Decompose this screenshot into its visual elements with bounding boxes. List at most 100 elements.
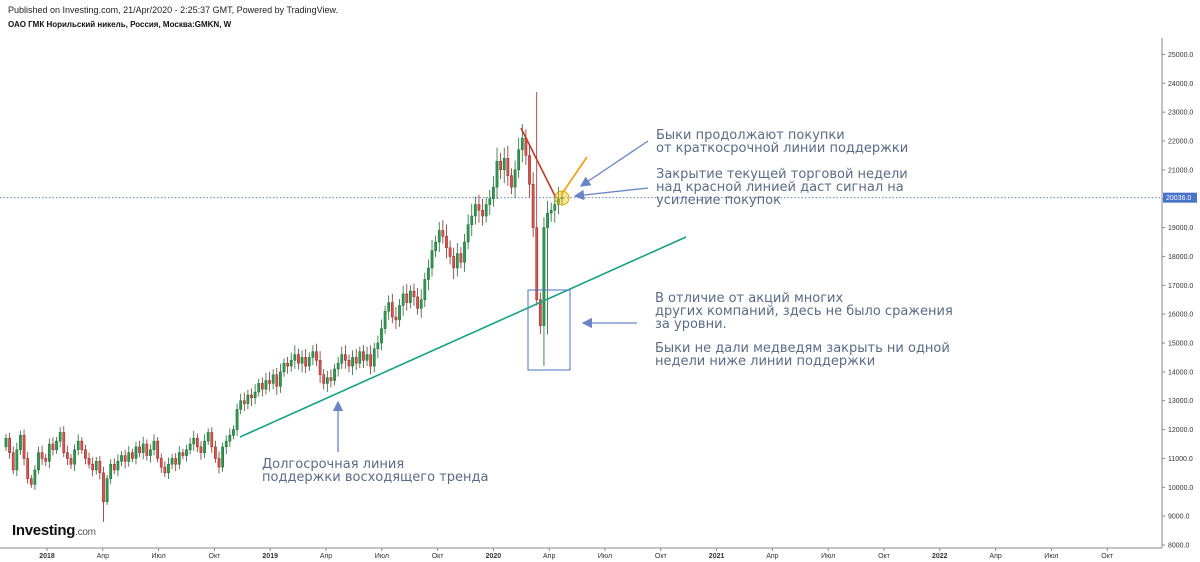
candle-body xyxy=(463,241,466,263)
candle-body xyxy=(264,380,268,390)
candle-body xyxy=(94,461,98,471)
candle-body xyxy=(134,446,138,459)
candle-body xyxy=(87,458,91,465)
candle-body xyxy=(329,377,333,381)
candle-body xyxy=(448,247,452,257)
candle-body xyxy=(224,440,228,448)
x-tick-label: Апр xyxy=(543,553,555,560)
candle-body xyxy=(452,256,456,269)
last-price-label: 20036.0 xyxy=(1166,195,1191,202)
candle-body xyxy=(517,149,521,171)
candle-body xyxy=(380,328,383,344)
y-tick-label: 23000.0 xyxy=(1168,110,1193,117)
candle-body xyxy=(203,440,206,453)
candle-body xyxy=(506,158,510,176)
candle-body xyxy=(315,351,318,361)
candle-body xyxy=(325,377,329,384)
candle-body xyxy=(170,458,174,465)
candle-body xyxy=(362,351,365,361)
candle-body xyxy=(510,175,513,188)
candle-body xyxy=(520,137,524,150)
candle-body xyxy=(116,461,120,471)
candle-body xyxy=(405,293,409,303)
x-tick-label: Июл xyxy=(821,553,835,560)
candle-body xyxy=(145,443,149,456)
candle-body xyxy=(232,429,235,436)
candle-body xyxy=(546,212,549,228)
candle-body xyxy=(91,463,95,471)
candle-body xyxy=(15,449,19,471)
candle-body xyxy=(239,400,243,410)
y-tick-label: 19000.0 xyxy=(1168,225,1193,232)
candle-body xyxy=(58,432,62,442)
x-tick-label: Окт xyxy=(432,553,445,560)
y-tick-label: 24000.0 xyxy=(1168,81,1193,88)
logo-brand: Investing xyxy=(12,522,76,539)
red-resistance-line xyxy=(520,127,557,199)
candle-body xyxy=(322,374,326,384)
candle-body xyxy=(419,299,423,309)
candle-body xyxy=(383,311,387,329)
candle-body xyxy=(408,290,412,303)
candle-body xyxy=(206,432,210,442)
x-tick-label: 2020 xyxy=(486,553,502,560)
candle-body xyxy=(4,437,8,448)
x-tick-label: Окт xyxy=(1101,553,1114,560)
candle-body xyxy=(528,155,531,185)
candle-body xyxy=(174,458,178,465)
candle-body xyxy=(105,478,109,502)
candle-body xyxy=(484,204,488,217)
candle-body xyxy=(318,360,322,375)
candle-body xyxy=(445,235,448,249)
candle-body xyxy=(286,362,289,367)
candle-body xyxy=(66,452,69,459)
candle-body xyxy=(29,478,33,485)
y-tick-label: 12000.0 xyxy=(1168,427,1193,434)
candle-body xyxy=(138,446,141,453)
candle-body xyxy=(304,357,308,367)
candle-body xyxy=(192,437,196,445)
candle-body xyxy=(156,440,160,459)
annotation-bulls-hold: Быки не дали медведям закрыть ни одной н… xyxy=(655,341,950,369)
candle-body xyxy=(84,449,87,459)
candle-body xyxy=(553,204,557,211)
candle-body xyxy=(398,305,401,321)
candle-body xyxy=(333,368,336,381)
candle-body xyxy=(253,391,257,399)
candle-body xyxy=(141,443,145,453)
candle-body xyxy=(98,461,102,474)
annotation-long-term-support: Долгосрочная линия поддержки восходящего… xyxy=(262,457,489,485)
candle-body xyxy=(268,380,271,384)
candle-body xyxy=(513,169,517,188)
price-axis: 8000.0 9000.0 10000.0 11000.0 12000.0 13000.0… xyxy=(1162,52,1197,550)
x-tick-label: Окт xyxy=(655,553,668,560)
candle-body xyxy=(167,463,170,474)
x-tick-label: Апр xyxy=(97,553,109,560)
candle-body xyxy=(412,290,416,298)
candle-body xyxy=(69,458,73,465)
investing-logo[interactable]: Investing.com xyxy=(12,522,96,539)
candle-body xyxy=(279,371,282,387)
candle-body xyxy=(394,316,398,321)
orange-short-term-line xyxy=(560,156,588,196)
chart-frame xyxy=(0,38,1163,549)
x-tick-label: Апр xyxy=(989,553,1001,560)
trend-drawings xyxy=(239,127,687,452)
candle-body xyxy=(289,360,293,367)
candle-body xyxy=(492,186,495,199)
candle-body xyxy=(531,184,535,228)
candle-body xyxy=(221,446,224,468)
candle-body xyxy=(423,279,427,300)
candle-body xyxy=(123,455,127,462)
y-tick-label: 18000.0 xyxy=(1168,254,1193,261)
candle-body xyxy=(282,362,286,373)
x-tick-label: Окт xyxy=(878,553,891,560)
candle-body xyxy=(47,443,51,462)
candle-body xyxy=(376,342,380,350)
candle-body xyxy=(271,374,275,384)
candle-body xyxy=(37,452,40,471)
candle-body xyxy=(73,449,76,465)
candle-body xyxy=(481,210,484,217)
candle-body xyxy=(387,302,391,312)
